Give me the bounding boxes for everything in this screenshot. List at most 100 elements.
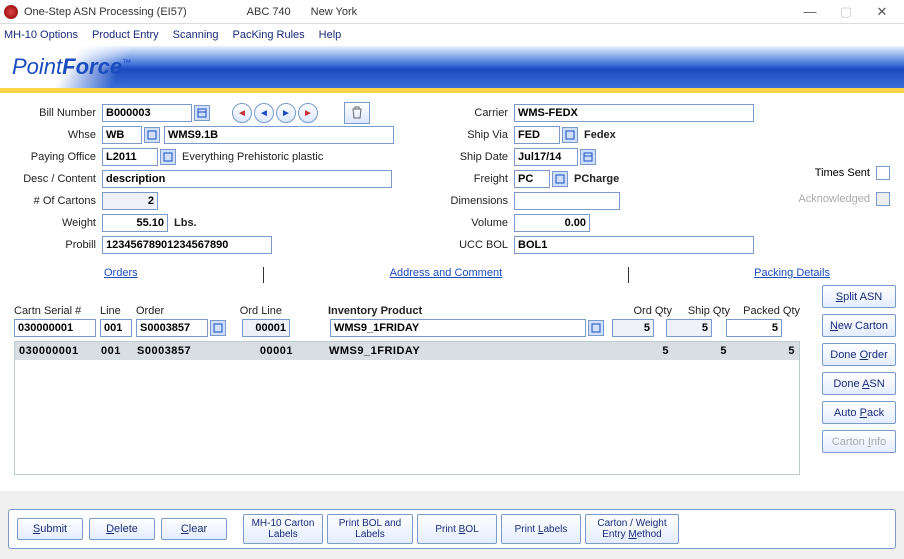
grid-body[interactable]: 030000001 001 S0003857 00001 WMS9_1FRIDA… — [14, 341, 800, 475]
cartons-label: # Of Cartons — [14, 195, 102, 207]
form-area: Bill Number ◄ ◄ ► ► Whse Paying Office — [0, 93, 904, 491]
bill-input[interactable] — [102, 104, 192, 122]
title-org: ABC 740 — [247, 6, 291, 18]
maximize-button[interactable]: ▢ — [828, 1, 864, 23]
menu-packing-rules[interactable]: PacKing Rules — [233, 29, 305, 41]
link-packing[interactable]: Packing Details — [754, 267, 830, 283]
desc-input[interactable] — [102, 170, 392, 188]
cartons-input — [102, 192, 158, 210]
link-orders[interactable]: Orders — [104, 267, 138, 283]
section-links: Orders Address and Comment Packing Detai… — [14, 263, 890, 283]
in-shipqty — [666, 319, 712, 337]
whse-picker[interactable] — [144, 127, 160, 143]
hdr-inv: Inventory Product — [328, 305, 538, 317]
cell-ordline: 00001 — [237, 345, 293, 357]
in-ordqty — [612, 319, 654, 337]
vol-label: Volume — [444, 217, 514, 229]
brand-bar: PointForce™ — [0, 46, 904, 88]
divider — [263, 267, 264, 283]
freight-name: PCharge — [574, 173, 619, 185]
nav-first[interactable]: ◄ — [232, 103, 252, 123]
dim-label: Dimensions — [444, 195, 514, 207]
bottom-bar: Submit Delete Clear MH-10 Carton Labels … — [8, 509, 896, 549]
paying-input[interactable] — [102, 148, 158, 166]
freight-input[interactable] — [514, 170, 550, 188]
weight-input[interactable] — [102, 214, 168, 232]
print-labels-button[interactable]: Print Labels — [501, 514, 581, 544]
whse-input[interactable] — [102, 126, 142, 144]
print-bol-labels-button[interactable]: Print BOL and Labels — [327, 514, 413, 544]
hdr-ordline: Ord Line — [216, 305, 282, 317]
hdr-packedqty: Packed Qty — [730, 305, 800, 317]
freight-label: Freight — [444, 173, 514, 185]
desc-label: Desc / Content — [14, 173, 102, 185]
carton-weight-method-button[interactable]: Carton / WeightEntry Method — [585, 514, 679, 544]
probill-input[interactable] — [102, 236, 272, 254]
paying-desc: Everything Prehistoric plastic — [182, 151, 323, 163]
bill-picker[interactable] — [194, 105, 210, 121]
done-order-button[interactable]: Done Order — [822, 343, 896, 366]
submit-button[interactable]: Submit — [17, 518, 83, 540]
nav-last[interactable]: ► — [298, 103, 318, 123]
vol-input[interactable] — [514, 214, 590, 232]
hdr-order: Order — [136, 305, 216, 317]
hdr-line: Line — [100, 305, 136, 317]
whse-name-input[interactable] — [164, 126, 394, 144]
new-carton-button[interactable]: New Carton — [822, 314, 896, 337]
link-address[interactable]: Address and Comment — [390, 267, 503, 283]
ack-check — [876, 192, 890, 206]
brand-logo: PointForce™ — [12, 54, 131, 80]
probill-label: Probill — [14, 239, 102, 251]
menu-help[interactable]: Help — [319, 29, 342, 41]
bol-input[interactable] — [514, 236, 754, 254]
whse-label: Whse — [14, 129, 102, 141]
hdr-serial: Cartn Serial # — [14, 305, 100, 317]
mh10-labels-button[interactable]: MH-10 Carton Labels — [243, 514, 323, 544]
carton-info-button: Carton Info — [822, 430, 896, 453]
print-bol-button[interactable]: Print BOL — [417, 514, 497, 544]
shipvia-input[interactable] — [514, 126, 560, 144]
in-packedqty[interactable] — [726, 319, 782, 337]
shipdate-input[interactable] — [514, 148, 578, 166]
order-picker[interactable] — [210, 320, 226, 336]
weight-unit: Lbs. — [174, 217, 197, 229]
in-product[interactable] — [330, 319, 586, 337]
freight-picker[interactable] — [552, 171, 568, 187]
in-order[interactable] — [136, 319, 208, 337]
shipdate-picker[interactable] — [580, 149, 596, 165]
close-button[interactable]: ✕ — [864, 1, 900, 23]
cell-product: WMS9_1FRIDAY — [329, 345, 613, 357]
clear-button[interactable]: Clear — [161, 518, 227, 540]
shipvia-label: Ship Via — [444, 129, 514, 141]
done-asn-button[interactable]: Done ASN — [822, 372, 896, 395]
shipvia-picker[interactable] — [562, 127, 578, 143]
in-line[interactable] — [100, 319, 132, 337]
auto-pack-button[interactable]: Auto Pack — [822, 401, 896, 424]
side-buttons: Split ASN New Carton Done Order Done ASN… — [822, 285, 896, 453]
menu-mh10[interactable]: MH-10 Options — [4, 29, 78, 41]
window-title: One-Step ASN Processing (EI57) — [24, 6, 187, 18]
dim-input[interactable] — [514, 192, 620, 210]
carrier-label: Carrier — [444, 107, 514, 119]
paying-picker[interactable] — [160, 149, 176, 165]
split-asn-button[interactable]: Split ASN — [822, 285, 896, 308]
trash-button[interactable] — [344, 102, 370, 124]
carrier-input[interactable] — [514, 104, 754, 122]
delete-button[interactable]: Delete — [89, 518, 155, 540]
menu-scanning[interactable]: Scanning — [173, 29, 219, 41]
cell-serial: 030000001 — [15, 345, 101, 357]
product-picker[interactable] — [588, 320, 604, 336]
menu-product-entry[interactable]: Product Entry — [92, 29, 159, 41]
times-sent-label: Times Sent — [815, 167, 870, 179]
app-icon — [4, 5, 18, 19]
times-sent-check[interactable] — [876, 166, 890, 180]
nav-prev[interactable]: ◄ — [254, 103, 274, 123]
paying-label: Paying Office — [14, 151, 102, 163]
bill-label: Bill Number — [14, 107, 102, 119]
nav-next[interactable]: ► — [276, 103, 296, 123]
shipdate-label: Ship Date — [444, 151, 514, 163]
in-serial[interactable] — [14, 319, 96, 337]
shipvia-name: Fedex — [584, 129, 616, 141]
minimize-button[interactable]: — — [792, 1, 828, 23]
table-row[interactable]: 030000001 001 S0003857 00001 WMS9_1FRIDA… — [15, 342, 799, 360]
